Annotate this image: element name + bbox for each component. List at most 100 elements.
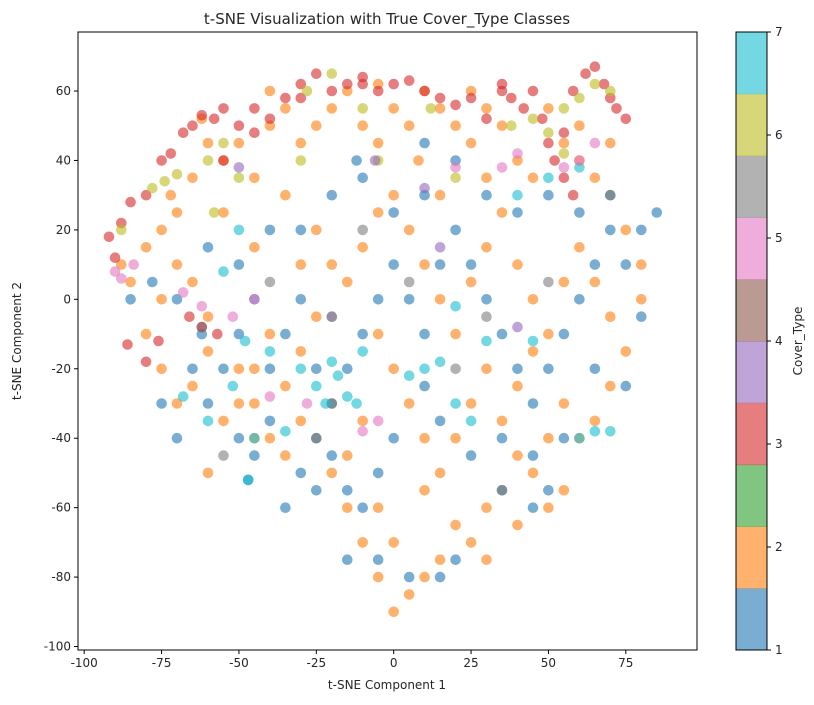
scatter-point-class-1: [342, 554, 353, 565]
scatter-point-class-1: [326, 450, 338, 461]
scatter-point-class-2: [543, 103, 554, 114]
scatter-point-class-10: [543, 172, 554, 184]
scatter-point-class-2: [527, 467, 539, 479]
colorbar-tick-label: 4: [775, 334, 783, 348]
scatter-point-class-2: [496, 207, 508, 218]
scatter-point-class-1: [264, 415, 276, 427]
scatter-point-class-1: [388, 432, 400, 444]
scatter-point-class-7: [558, 162, 570, 173]
scatter-point-class-2: [574, 242, 585, 253]
scatter-point-class-2: [125, 276, 136, 288]
scatter-point-class-2: [450, 328, 461, 340]
y-tick-label: -100: [44, 640, 71, 654]
scatter-point-class-1: [403, 571, 415, 583]
scatter-point-class-4: [295, 78, 307, 90]
scatter-point-class-9: [326, 68, 338, 79]
scatter-point-class-2: [280, 103, 291, 114]
scatter-point-class-10: [280, 426, 291, 437]
scatter-point-class-4: [177, 127, 189, 138]
scatter-point-class-10: [320, 398, 331, 409]
scatter-point-class-2: [372, 328, 384, 340]
scatter-point-class-1: [187, 363, 198, 375]
scatter-point-class-1: [249, 450, 260, 461]
scatter-point-class-10: [527, 335, 539, 347]
scatter-point-class-2: [326, 467, 338, 479]
scatter-point-class-8: [403, 276, 415, 288]
scatter-point-class-4: [249, 103, 260, 114]
scatter-point-class-7: [249, 294, 260, 305]
scatter-point-class-1: [264, 224, 276, 236]
scatter-point-class-2: [434, 189, 446, 201]
scatter-point-class-1: [351, 155, 362, 166]
scatter-point-class-2: [264, 328, 276, 340]
scatter-point-class-2: [388, 103, 400, 114]
scatter-point-class-2: [187, 172, 198, 184]
scatter-point-class-1: [295, 467, 307, 479]
scatter-point-class-7: [372, 415, 384, 427]
scatter-point-class-2: [264, 85, 276, 97]
scatter-point-class-10: [574, 432, 585, 444]
scatter-point-class-10: [357, 346, 369, 357]
scatter-point-class-4: [140, 356, 152, 368]
scatter-point-class-1: [651, 207, 663, 218]
scatter-point-class-1: [558, 328, 570, 340]
scatter-point-class-2: [496, 120, 508, 131]
scatter-point-class-1: [295, 224, 307, 236]
scatter-point-class-1: [512, 207, 523, 218]
scatter-point-class-2: [342, 450, 353, 461]
scatter-point-class-4: [481, 113, 492, 125]
scatter-point-class-4: [125, 196, 136, 208]
scatter-point-class-1: [419, 328, 430, 340]
scatter-point-class-1: [233, 432, 245, 444]
scatter-point-class-4: [156, 155, 167, 166]
x-tick-label: -25: [307, 656, 327, 670]
scatter-point-class-2: [171, 207, 183, 218]
colorbar-tick-label: 1: [775, 643, 783, 657]
scatter-point-class-2: [156, 294, 167, 305]
scatter-point-class-1: [233, 328, 245, 340]
scatter-point-class-4: [496, 78, 508, 90]
scatter-point-class-1: [156, 398, 167, 409]
scatter-point-class-1: [465, 259, 477, 270]
y-tick-label: 60: [56, 84, 71, 98]
scatter-point-class-4: [567, 189, 579, 201]
scatter-point-class-4: [109, 252, 121, 263]
scatter-point-class-7: [512, 148, 523, 159]
scatter-point-class-9: [527, 113, 539, 125]
scatter-point-class-1: [450, 554, 461, 565]
scatter-point-class-1: [311, 363, 322, 375]
scatter-point-class-2: [574, 120, 585, 131]
scatter-point-class-7: [116, 273, 127, 284]
scatter-point-class-2: [280, 450, 291, 461]
scatter-point-class-2: [280, 380, 291, 392]
scatter-point-class-2: [202, 346, 214, 357]
scatter-point-class-1: [388, 207, 400, 218]
y-axis-label: t-SNE Component 2: [10, 282, 24, 400]
scatter-point-class-1: [311, 432, 322, 444]
scatter-point-class-2: [218, 207, 229, 218]
scatter-point-class-2: [419, 485, 430, 496]
scatter-point-class-2: [543, 432, 554, 444]
scatter-point-class-2: [388, 606, 400, 618]
scatter-point-class-2: [311, 224, 322, 236]
scatter-point-class-1: [280, 502, 291, 513]
scatter-point-class-4: [196, 110, 208, 121]
scatter-point-class-1: [326, 189, 338, 201]
scatter-points: [103, 61, 663, 618]
scatter-point-class-4: [465, 92, 477, 104]
y-tick-label: -20: [51, 362, 71, 376]
scatter-point-class-4: [264, 113, 276, 125]
scatter-point-class-4: [311, 68, 322, 79]
scatter-point-class-7: [196, 301, 208, 312]
scatter-point-class-2: [295, 415, 307, 427]
scatter-point-class-2: [342, 276, 353, 288]
scatter-point-class-2: [295, 346, 307, 357]
scatter-point-class-9: [202, 155, 214, 166]
scatter-point-class-2: [527, 172, 539, 184]
scatter-point-class-8: [543, 276, 554, 288]
scatter-point-class-10: [605, 426, 616, 437]
scatter-point-class-1: [496, 328, 508, 340]
scatter-point-class-1: [620, 259, 632, 270]
scatter-point-class-4: [567, 85, 579, 97]
scatter-point-class-2: [512, 519, 523, 531]
